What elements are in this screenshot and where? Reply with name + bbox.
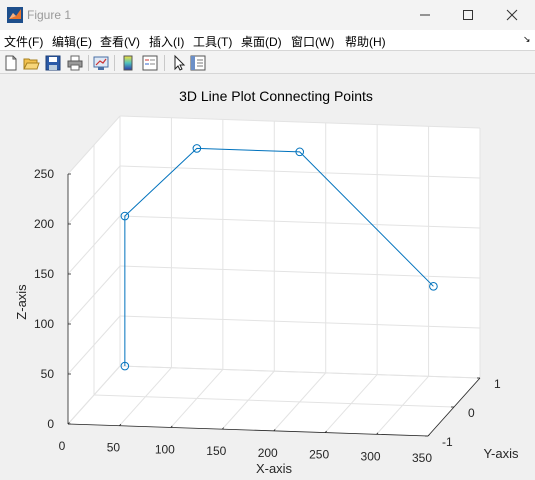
menu-desktop[interactable]: 桌面(D) xyxy=(241,35,282,49)
close-button[interactable] xyxy=(489,0,535,30)
x-tick-label: 200 xyxy=(258,446,278,460)
menu-file[interactable]: 文件(F) xyxy=(4,35,44,49)
menu-tools[interactable]: 工具(T) xyxy=(193,35,233,49)
z-tick-label: 250 xyxy=(34,167,54,181)
minimize-icon xyxy=(420,14,430,16)
x-tick-label: 150 xyxy=(206,444,226,458)
grid-line-z xyxy=(67,115,121,175)
axes xyxy=(67,173,481,437)
series-line xyxy=(124,147,434,367)
y-tick-label: 1 xyxy=(494,377,501,391)
menu-bar: 文件(F) 编辑(E) 查看(V) 插入(I) 工具(T) 桌面(D) 窗口(W… xyxy=(0,30,535,50)
grid-line-z xyxy=(67,265,121,325)
grid-line-y xyxy=(93,394,455,408)
x-tick-label: 250 xyxy=(309,448,329,462)
z-tick-label: 0 xyxy=(47,417,54,431)
figure-canvas[interactable]: 3D Line Plot Connecting Points 0 50 100 150… xyxy=(0,75,535,480)
print-icon[interactable] xyxy=(66,54,84,72)
toolbar-separator xyxy=(114,55,115,71)
data-point-marker xyxy=(192,144,202,153)
z-tick-label: 150 xyxy=(34,267,54,281)
grid-line-z xyxy=(119,115,481,129)
z-tick-label: 200 xyxy=(34,217,54,231)
grid-line-z xyxy=(119,165,481,179)
back-wall xyxy=(120,116,480,378)
tick-labels: 0 50 100 150 200 250 300 350 -1 0 1 0 50 100 150 200 250 xyxy=(34,167,501,465)
grid-line-z xyxy=(119,315,481,329)
menu-edit[interactable]: 编辑(E) xyxy=(52,35,92,49)
z-tick-label: 100 xyxy=(34,317,54,331)
menu-insert[interactable]: 插入(I) xyxy=(149,35,185,49)
z-axis-label: Z-axis xyxy=(14,284,29,320)
x-tick-label: 300 xyxy=(361,449,381,463)
x-axis-line xyxy=(67,423,429,437)
x-tick-mark xyxy=(427,434,430,437)
grid-line-z xyxy=(119,215,481,229)
save-icon[interactable] xyxy=(44,54,62,72)
menu-expand-icon[interactable]: ↘ xyxy=(523,34,531,44)
x-axis-label: X-axis xyxy=(256,461,293,476)
matlab-logo-icon xyxy=(7,7,23,23)
window-title: Figure 1 xyxy=(27,8,72,22)
grid-line-z xyxy=(67,365,121,425)
close-icon xyxy=(506,9,518,21)
grid-lines xyxy=(67,115,481,437)
y-tick-label: -1 xyxy=(442,435,453,449)
insert-legend-icon[interactable] xyxy=(141,54,159,72)
maximize-icon xyxy=(463,10,473,20)
maximize-button[interactable] xyxy=(445,0,491,30)
y-tick-label: 0 xyxy=(468,406,475,420)
data-point-marker xyxy=(120,211,130,221)
edit-plot-icon[interactable] xyxy=(170,54,188,72)
grid-line-z xyxy=(67,315,121,375)
data-point-marker xyxy=(295,147,305,157)
figure-toolbar xyxy=(0,50,535,74)
x-tick-mark xyxy=(119,423,122,426)
3d-plot[interactable]: 3D Line Plot Connecting Points 0 50 100 150… xyxy=(0,75,535,480)
x-tick-mark xyxy=(273,429,276,432)
x-tick-mark xyxy=(324,430,327,433)
property-inspector-icon[interactable] xyxy=(189,54,207,72)
menu-window[interactable]: 窗口(W) xyxy=(291,35,335,49)
z-tick-label: 50 xyxy=(41,367,55,381)
open-file-icon[interactable] xyxy=(22,54,40,72)
window-titlebar: Figure 1 xyxy=(0,0,535,30)
x-tick-mark xyxy=(222,427,225,430)
insert-colorbar-icon[interactable] xyxy=(119,54,137,72)
x-tick-mark xyxy=(170,425,173,428)
link-plot-icon[interactable] xyxy=(92,54,110,72)
x-tick-label: 0 xyxy=(59,439,66,453)
grid-line-z xyxy=(67,165,121,225)
series-1 xyxy=(120,144,438,371)
grid-line-z xyxy=(119,265,481,279)
minimize-button[interactable] xyxy=(402,0,448,30)
menu-view[interactable]: 查看(V) xyxy=(100,35,140,49)
new-figure-icon[interactable] xyxy=(2,54,20,72)
x-tick-label: 50 xyxy=(107,441,121,455)
data-point-marker xyxy=(429,282,438,291)
data-point-marker xyxy=(120,361,130,371)
grid-line-z xyxy=(67,215,121,275)
toolbar-separator xyxy=(164,55,165,71)
x-tick-label: 100 xyxy=(155,442,175,456)
y-axis-label: Y-axis xyxy=(484,446,519,461)
grid-line-z xyxy=(119,365,481,379)
x-tick-mark xyxy=(376,432,379,435)
menu-help[interactable]: 帮助(H) xyxy=(345,35,386,49)
toolbar-separator xyxy=(88,55,89,71)
x-tick-label: 350 xyxy=(412,451,432,465)
chart-title: 3D Line Plot Connecting Points xyxy=(179,88,373,104)
